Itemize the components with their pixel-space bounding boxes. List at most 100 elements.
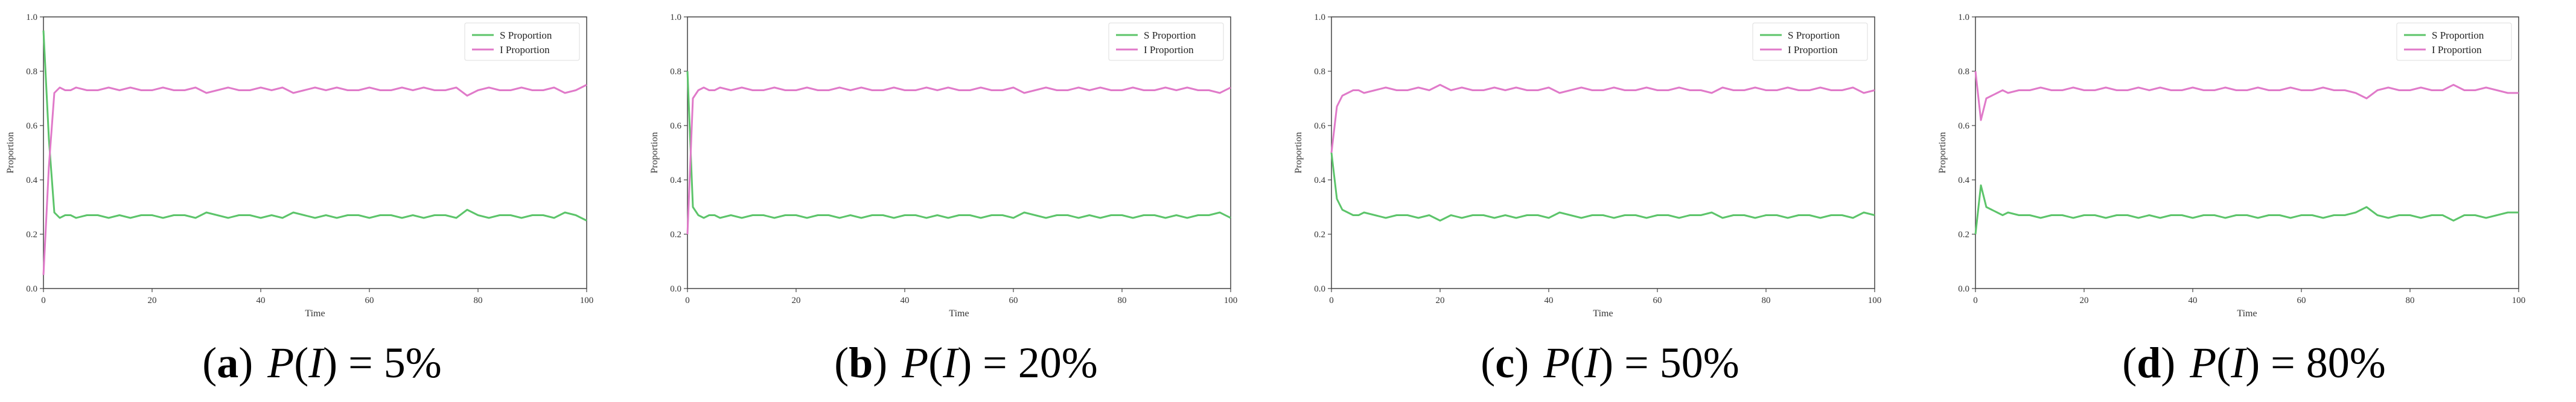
legend-label: S Proportion xyxy=(1788,30,1840,41)
legend-label: I Proportion xyxy=(2432,44,2482,56)
x-axis-label: Time xyxy=(2237,308,2257,319)
caption-paren: ) xyxy=(238,339,253,387)
x-tick-label: 100 xyxy=(2512,296,2526,305)
legend-label: I Proportion xyxy=(500,44,550,56)
caption-value: ) = 5% xyxy=(323,339,442,387)
legend-label: S Proportion xyxy=(1144,30,1196,41)
line-chart-d: 0.0 0.2 0.4 0.6 0.8 1.0 0 20 40 60 80 100 Time Propor… xyxy=(1937,13,2526,319)
caption-expression: P(I) = 80% xyxy=(2190,339,2386,387)
legend-label: S Proportion xyxy=(2432,30,2484,41)
y-tick-label: 0.8 xyxy=(670,67,681,77)
y-tick-label: 0.0 xyxy=(1958,284,1969,294)
caption-value: ) = 50% xyxy=(1599,339,1739,387)
x-tick-label: 40 xyxy=(2189,296,2198,305)
x-tick-label: 60 xyxy=(2297,296,2306,305)
x-tick-label: 80 xyxy=(1762,296,1771,305)
y-tick-label: 0.2 xyxy=(26,230,37,240)
line-chart-b: 0.0 0.2 0.4 0.6 0.8 1.0 0 20 40 60 80 100 Time Propor… xyxy=(649,13,1238,319)
x-tick-label: 20 xyxy=(792,296,801,305)
caption-value: ) = 20% xyxy=(957,339,1098,387)
series-line-i-proportion xyxy=(1330,84,1875,153)
y-tick-label: 1.0 xyxy=(1314,13,1325,22)
plot-frame xyxy=(1975,16,2519,289)
caption-var: P xyxy=(1543,339,1570,387)
chart-panel-b: 0.0 0.2 0.4 0.6 0.8 1.0 0 20 40 60 80 100 Time Propor… xyxy=(644,0,1288,402)
x-tick-label: 40 xyxy=(901,296,910,305)
y-tick-label: 0.2 xyxy=(1314,230,1325,240)
x-tick-label: 60 xyxy=(1653,296,1662,305)
x-tick-label: 80 xyxy=(1118,296,1127,305)
y-tick-label: 0.8 xyxy=(1314,67,1325,77)
caption-paren: ( xyxy=(294,339,309,387)
y-tick-label: 0.8 xyxy=(26,67,37,77)
legend-label: S Proportion xyxy=(500,30,552,41)
caption-var: I xyxy=(2231,339,2246,387)
caption-paren: ( xyxy=(1481,339,1496,387)
y-tick-label: 1.0 xyxy=(670,13,681,22)
y-tick-label: 0.4 xyxy=(1958,176,1969,185)
line-chart-a: 0.0 0.2 0.4 0.6 0.8 1.0 0 20 40 60 80 100 Time Propor… xyxy=(5,13,594,319)
x-axis-label: Time xyxy=(1593,308,1613,319)
y-tick-label: 0.0 xyxy=(1314,284,1325,294)
legend-box xyxy=(1108,22,1224,61)
x-tick-label: 100 xyxy=(1224,296,1238,305)
panel-caption-a: (a) P(I) = 5% xyxy=(0,338,644,392)
caption-paren: ( xyxy=(202,339,217,387)
legend-label: I Proportion xyxy=(1144,44,1194,56)
y-tick-label: 0.4 xyxy=(1314,176,1325,185)
plot-frame xyxy=(687,16,1231,289)
caption-var: P xyxy=(902,339,929,387)
x-tick-label: 100 xyxy=(1868,296,1882,305)
chart-panel-d: 0.0 0.2 0.4 0.6 0.8 1.0 0 20 40 60 80 100 Time Propor… xyxy=(1932,0,2576,402)
chart-panel-a: 0.0 0.2 0.4 0.6 0.8 1.0 0 20 40 60 80 100 Time Propor… xyxy=(0,0,644,402)
y-tick-label: 0.0 xyxy=(670,284,681,294)
x-tick-label: 80 xyxy=(474,296,483,305)
caption-var: I xyxy=(943,339,958,387)
caption-tag: b xyxy=(849,339,873,387)
y-tick-label: 0.0 xyxy=(26,284,37,294)
y-axis-label: Proportion xyxy=(5,132,16,173)
series-line-s-proportion xyxy=(1974,184,2519,235)
y-axis-label: Proportion xyxy=(1937,132,1948,173)
x-axis-label: Time xyxy=(949,308,969,319)
plot-frame xyxy=(43,16,587,289)
caption-expression: P(I) = 20% xyxy=(902,339,1098,387)
y-tick-label: 0.6 xyxy=(26,121,37,131)
x-tick-label: 100 xyxy=(580,296,594,305)
x-tick-label: 20 xyxy=(148,296,157,305)
caption-value: ) = 80% xyxy=(2245,339,2386,387)
chart-panel-c: 0.0 0.2 0.4 0.6 0.8 1.0 0 20 40 60 80 100 Time Propor… xyxy=(1288,0,1932,402)
legend-label: I Proportion xyxy=(1788,44,1838,56)
series-line-i-proportion xyxy=(686,86,1231,235)
x-tick-label: 20 xyxy=(2080,296,2089,305)
y-axis-label: Proportion xyxy=(1293,132,1304,173)
caption-expression: P(I) = 5% xyxy=(267,339,442,387)
x-tick-label: 0 xyxy=(685,296,690,305)
y-tick-label: 0.6 xyxy=(670,121,681,131)
y-tick-label: 1.0 xyxy=(26,13,37,22)
caption-paren: ) xyxy=(1514,339,1529,387)
x-tick-label: 80 xyxy=(2406,296,2415,305)
caption-tag: c xyxy=(1495,339,1515,387)
series-line-i-proportion xyxy=(42,84,587,275)
caption-expression: P(I) = 50% xyxy=(1543,339,1739,387)
caption-paren: ) xyxy=(2161,339,2176,387)
y-tick-label: 0.8 xyxy=(1958,67,1969,77)
caption-tag: d xyxy=(2137,339,2161,387)
y-tick-label: 0.4 xyxy=(670,176,681,185)
caption-tag: a xyxy=(217,339,239,387)
y-tick-label: 0.2 xyxy=(1958,230,1969,240)
y-tick-label: 1.0 xyxy=(1958,13,1969,22)
x-tick-label: 40 xyxy=(1545,296,1554,305)
y-tick-label: 0.2 xyxy=(670,230,681,240)
legend-box xyxy=(464,22,580,61)
x-tick-label: 40 xyxy=(257,296,266,305)
y-tick-label: 0.4 xyxy=(26,176,37,185)
y-tick-label: 0.6 xyxy=(1958,121,1969,131)
caption-paren: ) xyxy=(873,339,888,387)
series-line-s-proportion xyxy=(1330,152,1875,222)
x-tick-label: 20 xyxy=(1436,296,1445,305)
caption-paren: ( xyxy=(1570,339,1585,387)
panel-caption-d: (d) P(I) = 80% xyxy=(1932,338,2576,392)
caption-paren: ( xyxy=(928,339,943,387)
